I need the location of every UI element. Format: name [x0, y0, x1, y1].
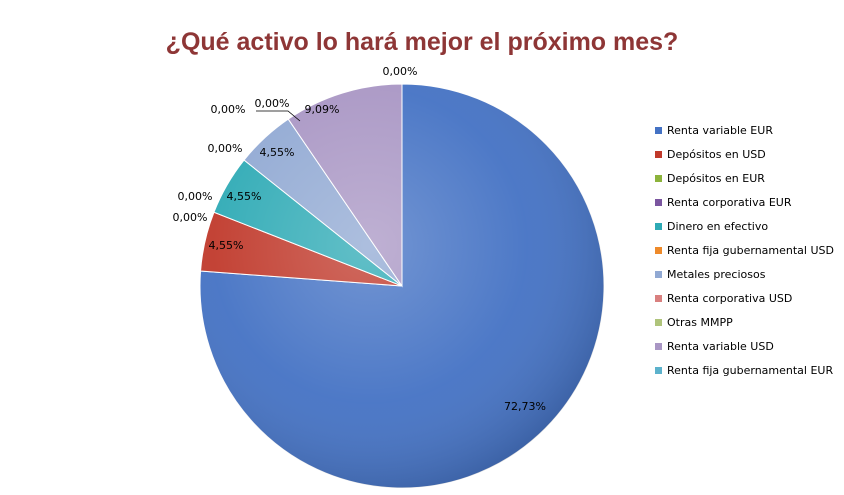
leader-line	[256, 110, 301, 122]
legend-item: Depósitos en EUR	[655, 166, 840, 190]
legend-swatch	[655, 366, 662, 374]
data-label: 9,09%	[305, 103, 340, 116]
data-label: 4,55%	[260, 146, 295, 159]
legend-item: Renta corporativa USD	[655, 286, 840, 310]
legend-label: Depósitos en USD	[667, 147, 766, 161]
legend-label: Metales preciosos	[667, 267, 766, 281]
data-label: 72,73%	[504, 400, 546, 413]
legend-item: Metales preciosos	[655, 262, 840, 286]
legend-item: Renta variable EUR	[655, 118, 840, 142]
legend-item: Depósitos en USD	[655, 142, 840, 166]
data-label: 0,00%	[173, 211, 208, 224]
legend-swatch	[655, 198, 662, 206]
legend-item: Renta fija gubernamental USD	[655, 238, 840, 262]
legend-swatch	[655, 270, 662, 278]
legend-label: Depósitos en EUR	[667, 171, 765, 185]
data-label: 0,00%	[383, 65, 418, 78]
legend-swatch	[655, 294, 662, 302]
legend-item: Renta corporativa EUR	[655, 190, 840, 214]
legend-label: Dinero en efectivo	[667, 219, 769, 233]
legend-label: Renta fija gubernamental EUR	[667, 363, 834, 377]
legend-swatch	[655, 342, 662, 350]
chart-title: ¿Qué activo lo hará mejor el próximo mes…	[165, 28, 679, 56]
legend-item: Renta variable USD	[655, 334, 840, 358]
legend-swatch	[655, 222, 662, 230]
legend-swatch	[655, 318, 662, 326]
legend-swatch	[655, 246, 662, 254]
data-label: 0,00%	[211, 103, 246, 116]
legend-label: Renta fija gubernamental USD	[667, 243, 834, 257]
legend-label: Otras MMPP	[667, 315, 733, 329]
legend-item: Renta fija gubernamental EUR	[655, 358, 840, 382]
legend: Renta variable EUR Depósitos en USD Depósi…	[655, 118, 840, 382]
legend-item: Otras MMPP	[655, 310, 840, 334]
legend-swatch	[655, 150, 662, 158]
legend-swatch	[655, 174, 662, 182]
legend-label: Renta corporativa EUR	[667, 195, 792, 209]
data-label: 0,00%	[208, 142, 243, 155]
data-label: 4,55%	[209, 239, 244, 252]
data-label: 0,00%	[255, 97, 290, 110]
data-label: 0,00%	[178, 190, 213, 203]
legend-label: Renta corporativa USD	[667, 291, 793, 305]
legend-swatch	[655, 126, 662, 134]
legend-item: Dinero en efectivo	[655, 214, 840, 238]
legend-label: Renta variable USD	[667, 339, 774, 353]
legend-label: Renta variable EUR	[667, 123, 773, 137]
data-label: 4,55%	[227, 190, 262, 203]
